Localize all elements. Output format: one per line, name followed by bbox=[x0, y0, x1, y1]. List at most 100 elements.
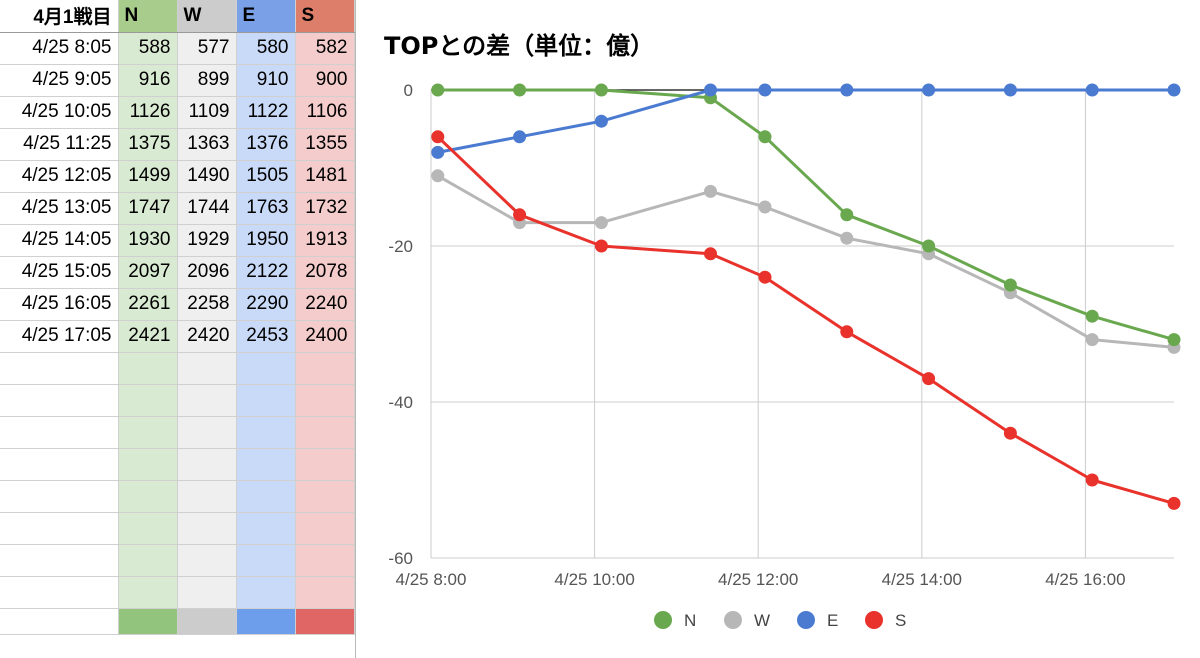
empty-cell[interactable] bbox=[0, 448, 119, 481]
empty-cell[interactable] bbox=[118, 352, 178, 385]
empty-cell[interactable] bbox=[295, 352, 355, 385]
empty-cell[interactable] bbox=[236, 352, 296, 385]
empty-cell[interactable] bbox=[295, 480, 355, 513]
score-cell[interactable]: 1109 bbox=[177, 96, 237, 129]
empty-cell[interactable] bbox=[177, 384, 237, 417]
score-cell[interactable]: 1732 bbox=[295, 192, 355, 225]
data-point[interactable] bbox=[513, 208, 527, 222]
empty-cell[interactable] bbox=[177, 480, 237, 513]
legend-item-s[interactable]: S bbox=[865, 611, 906, 630]
data-point[interactable] bbox=[1085, 83, 1099, 97]
legend-item-w[interactable]: W bbox=[724, 611, 770, 630]
empty-cell[interactable] bbox=[295, 512, 355, 545]
data-point[interactable] bbox=[758, 83, 772, 97]
score-cell[interactable]: 1499 bbox=[118, 160, 178, 193]
data-point[interactable] bbox=[840, 208, 854, 222]
score-cell[interactable]: 916 bbox=[118, 64, 178, 97]
score-cell[interactable]: 1355 bbox=[295, 128, 355, 161]
data-point[interactable] bbox=[704, 83, 718, 97]
data-point[interactable] bbox=[431, 83, 445, 97]
data-point[interactable] bbox=[840, 325, 854, 339]
score-cell[interactable]: 588 bbox=[118, 32, 178, 65]
empty-cell[interactable] bbox=[236, 512, 296, 545]
data-point[interactable] bbox=[1167, 496, 1181, 510]
time-cell[interactable]: 4/25 8:05 bbox=[0, 32, 119, 65]
empty-cell[interactable] bbox=[177, 448, 237, 481]
empty-cell[interactable] bbox=[295, 544, 355, 577]
data-point[interactable] bbox=[758, 130, 772, 144]
time-cell[interactable]: 4/25 14:05 bbox=[0, 224, 119, 257]
footer-cell[interactable] bbox=[118, 608, 178, 635]
empty-cell[interactable] bbox=[118, 544, 178, 577]
time-cell[interactable]: 4/25 9:05 bbox=[0, 64, 119, 97]
data-point[interactable] bbox=[704, 184, 718, 198]
score-cell[interactable]: 1744 bbox=[177, 192, 237, 225]
data-point[interactable] bbox=[1085, 333, 1099, 347]
empty-cell[interactable] bbox=[0, 480, 119, 513]
score-cell[interactable]: 1763 bbox=[236, 192, 296, 225]
score-cell[interactable]: 910 bbox=[236, 64, 296, 97]
data-point[interactable] bbox=[1003, 278, 1017, 292]
score-cell[interactable]: 1126 bbox=[118, 96, 178, 129]
empty-cell[interactable] bbox=[236, 480, 296, 513]
time-cell[interactable]: 4/25 17:05 bbox=[0, 320, 119, 353]
score-cell[interactable]: 2421 bbox=[118, 320, 178, 353]
header-cell-w[interactable]: W bbox=[177, 0, 237, 33]
score-cell[interactable]: 2122 bbox=[236, 256, 296, 289]
empty-cell[interactable] bbox=[236, 384, 296, 417]
score-cell[interactable]: 899 bbox=[177, 64, 237, 97]
data-point[interactable] bbox=[922, 372, 936, 386]
empty-cell[interactable] bbox=[0, 544, 119, 577]
header-cell-e[interactable]: E bbox=[236, 0, 296, 33]
score-cell[interactable]: 2258 bbox=[177, 288, 237, 321]
score-cell[interactable]: 1122 bbox=[236, 96, 296, 129]
data-point[interactable] bbox=[513, 83, 527, 97]
legend-item-e[interactable]: E bbox=[797, 611, 838, 630]
data-point[interactable] bbox=[704, 247, 718, 261]
score-cell[interactable]: 2096 bbox=[177, 256, 237, 289]
empty-cell[interactable] bbox=[118, 448, 178, 481]
data-point[interactable] bbox=[840, 83, 854, 97]
empty-cell[interactable] bbox=[177, 352, 237, 385]
data-point[interactable] bbox=[840, 231, 854, 245]
data-point[interactable] bbox=[1167, 83, 1181, 97]
score-cell[interactable]: 1950 bbox=[236, 224, 296, 257]
empty-cell[interactable] bbox=[236, 544, 296, 577]
score-cell[interactable]: 2453 bbox=[236, 320, 296, 353]
score-cell[interactable]: 1929 bbox=[177, 224, 237, 257]
footer-cell[interactable] bbox=[0, 608, 119, 635]
data-point[interactable] bbox=[431, 169, 445, 183]
score-cell[interactable]: 2240 bbox=[295, 288, 355, 321]
data-point[interactable] bbox=[1085, 309, 1099, 323]
empty-cell[interactable] bbox=[236, 416, 296, 449]
score-cell[interactable]: 2290 bbox=[236, 288, 296, 321]
empty-cell[interactable] bbox=[118, 384, 178, 417]
time-cell[interactable]: 4/25 16:05 bbox=[0, 288, 119, 321]
score-cell[interactable]: 577 bbox=[177, 32, 237, 65]
data-point[interactable] bbox=[922, 239, 936, 253]
empty-cell[interactable] bbox=[177, 544, 237, 577]
score-cell[interactable]: 1913 bbox=[295, 224, 355, 257]
data-point[interactable] bbox=[758, 270, 772, 284]
empty-cell[interactable] bbox=[0, 512, 119, 545]
footer-cell[interactable] bbox=[236, 608, 296, 635]
footer-cell[interactable] bbox=[295, 608, 355, 635]
data-point[interactable] bbox=[431, 130, 445, 144]
data-point[interactable] bbox=[513, 130, 527, 144]
empty-cell[interactable] bbox=[0, 416, 119, 449]
empty-cell[interactable] bbox=[118, 576, 178, 609]
empty-cell[interactable] bbox=[295, 416, 355, 449]
data-point[interactable] bbox=[1003, 83, 1017, 97]
data-point[interactable] bbox=[922, 83, 936, 97]
score-cell[interactable]: 2097 bbox=[118, 256, 178, 289]
header-cell-n[interactable]: N bbox=[118, 0, 178, 33]
empty-cell[interactable] bbox=[118, 512, 178, 545]
time-cell[interactable]: 4/25 12:05 bbox=[0, 160, 119, 193]
data-point[interactable] bbox=[1085, 473, 1099, 487]
score-cell[interactable]: 580 bbox=[236, 32, 296, 65]
score-cell[interactable]: 1375 bbox=[118, 128, 178, 161]
empty-cell[interactable] bbox=[177, 416, 237, 449]
score-cell[interactable]: 1490 bbox=[177, 160, 237, 193]
time-cell[interactable]: 4/25 15:05 bbox=[0, 256, 119, 289]
score-cell[interactable]: 2078 bbox=[295, 256, 355, 289]
